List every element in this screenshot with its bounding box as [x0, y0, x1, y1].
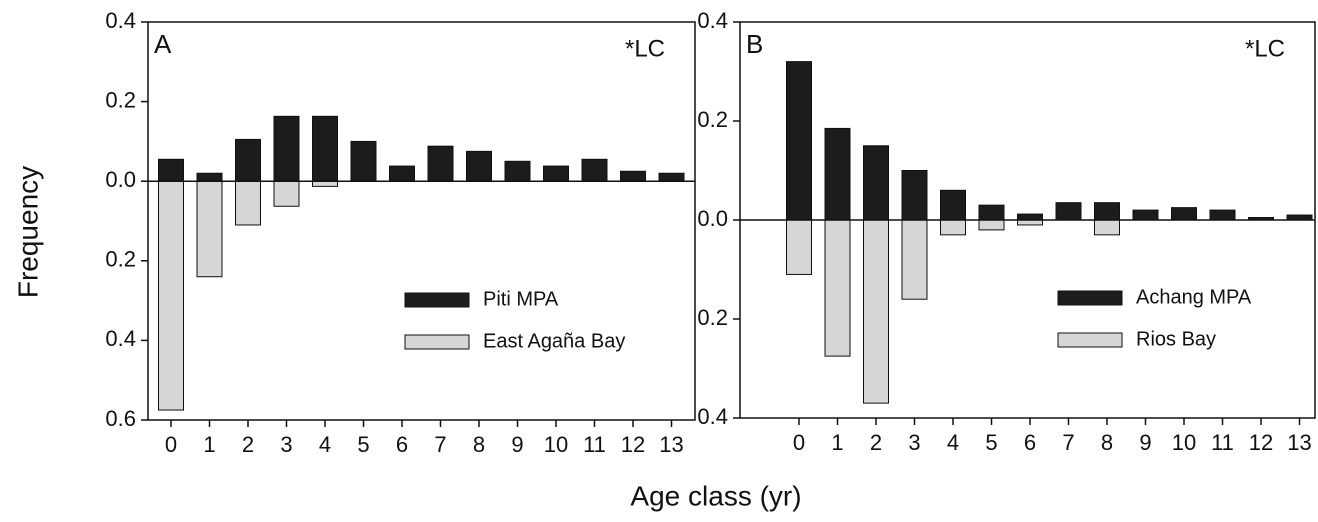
- bar: [581, 158, 608, 182]
- x-tick-label: 2: [242, 432, 254, 457]
- x-tick-label: 12: [1249, 430, 1273, 455]
- bar: [901, 219, 928, 300]
- x-tick-label: 13: [659, 432, 683, 457]
- bar: [1209, 209, 1236, 221]
- legend-swatch: [404, 334, 470, 350]
- x-tick-label: 2: [870, 430, 882, 455]
- x-tick-label: 9: [1139, 430, 1151, 455]
- x-tick-label: 0: [793, 430, 805, 455]
- plot-frame: [147, 21, 696, 421]
- y-tick-label: 0.6: [105, 406, 136, 431]
- bar: [466, 150, 492, 182]
- bar: [196, 180, 223, 278]
- bar: [978, 219, 1005, 231]
- bar: [235, 138, 261, 182]
- y-tick-label: 0.0: [697, 206, 728, 231]
- x-tick-label: 1: [831, 430, 843, 455]
- bar: [824, 127, 851, 221]
- x-tick-label: 5: [357, 432, 369, 457]
- bar: [273, 180, 300, 207]
- bar: [1055, 202, 1082, 221]
- x-tick-label: 8: [1101, 430, 1113, 455]
- bar: [901, 170, 928, 221]
- bar: [312, 115, 338, 182]
- bar: [273, 115, 300, 182]
- x-tick-label: 11: [1211, 430, 1234, 455]
- bar: [786, 61, 812, 221]
- x-tick-label: 3: [908, 430, 920, 455]
- bar: [235, 180, 261, 226]
- legend-swatch: [1057, 332, 1123, 348]
- bar: [158, 180, 184, 411]
- bar: [1094, 219, 1120, 236]
- y-tick-label: 0.2: [697, 305, 728, 330]
- y-tick-label: 0.2: [105, 247, 136, 272]
- legend-swatch: [1057, 290, 1123, 306]
- bar: [1171, 207, 1197, 221]
- bar: [786, 219, 812, 275]
- x-tick-label: 11: [583, 432, 606, 457]
- x-tick-label: 10: [1172, 430, 1196, 455]
- bar: [312, 180, 338, 187]
- bar: [350, 140, 377, 182]
- bar: [620, 170, 646, 182]
- x-tick-label: 1: [203, 432, 215, 457]
- bar: [1132, 209, 1159, 221]
- bar: [543, 165, 569, 182]
- bar: [658, 172, 685, 182]
- bar: [863, 145, 889, 221]
- annotation: *LC: [625, 35, 665, 62]
- y-tick-label: 0.4: [105, 8, 136, 33]
- bar: [940, 219, 966, 236]
- x-tick-label: 12: [621, 432, 645, 457]
- bar: [1017, 213, 1043, 221]
- x-tick-label: 7: [434, 432, 446, 457]
- bar: [427, 145, 454, 182]
- x-tick-label: 4: [947, 430, 959, 455]
- bar: [504, 160, 531, 182]
- x-tick-label: 3: [280, 432, 292, 457]
- x-tick-label: 9: [511, 432, 523, 457]
- x-tick-label: 13: [1287, 430, 1311, 455]
- annotation: *LC: [1245, 35, 1285, 62]
- y-tick-label: 0.4: [105, 326, 136, 351]
- x-tick-label: 7: [1062, 430, 1074, 455]
- x-tick-label: 10: [544, 432, 568, 457]
- x-tick-label: 0: [165, 432, 177, 457]
- x-axis-label: Age class (yr): [630, 480, 801, 511]
- legend-swatch: [404, 292, 470, 308]
- bar: [940, 189, 966, 221]
- legend-label: Rios Bay: [1136, 328, 1216, 350]
- bar: [824, 219, 851, 357]
- x-tick-label: 5: [985, 430, 997, 455]
- y-tick-label: 0.4: [697, 8, 728, 33]
- y-tick-label: 0.0: [105, 167, 136, 192]
- legend-label: Achang MPA: [1136, 286, 1252, 308]
- legend-label: Piti MPA: [483, 288, 559, 310]
- y-tick-label: 0.2: [697, 107, 728, 132]
- y-tick-label: 0.4: [697, 404, 728, 429]
- panel-label: B: [746, 29, 763, 59]
- bar: [863, 219, 889, 404]
- x-tick-label: 6: [1024, 430, 1036, 455]
- panel-label: A: [154, 29, 172, 59]
- bar: [196, 172, 223, 182]
- y-axis-label: Frequency: [12, 166, 43, 298]
- x-tick-label: 8: [473, 432, 485, 457]
- bar: [978, 204, 1005, 221]
- bar: [1094, 202, 1120, 221]
- bar: [389, 165, 415, 182]
- legend-label: East Agaña Bay: [483, 330, 625, 352]
- x-tick-label: 6: [396, 432, 408, 457]
- bar: [158, 158, 184, 182]
- y-tick-label: 0.2: [105, 87, 136, 112]
- x-tick-label: 4: [319, 432, 331, 457]
